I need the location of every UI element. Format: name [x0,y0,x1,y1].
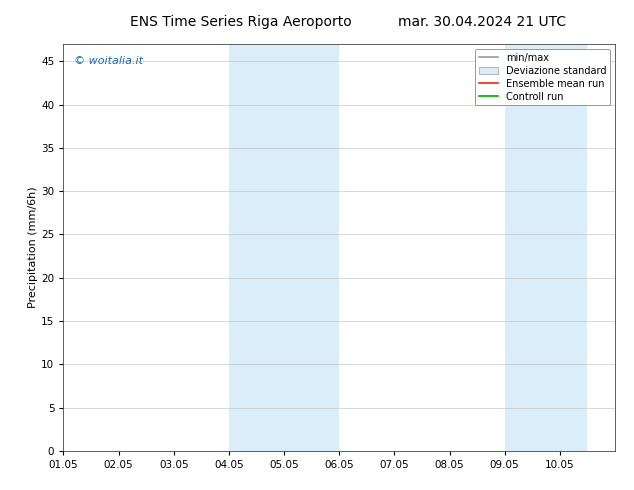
Text: mar. 30.04.2024 21 UTC: mar. 30.04.2024 21 UTC [398,15,566,29]
Bar [505,44,588,451]
Legend: min/max, Deviazione standard, Ensemble mean run, Controll run: min/max, Deviazione standard, Ensemble m… [475,49,610,105]
Y-axis label: Precipitation (mm/6h): Precipitation (mm/6h) [29,187,38,308]
Text: © woitalia.it: © woitalia.it [74,56,143,66]
Text: ENS Time Series Riga Aeroporto: ENS Time Series Riga Aeroporto [130,15,352,29]
Bar [229,44,339,451]
